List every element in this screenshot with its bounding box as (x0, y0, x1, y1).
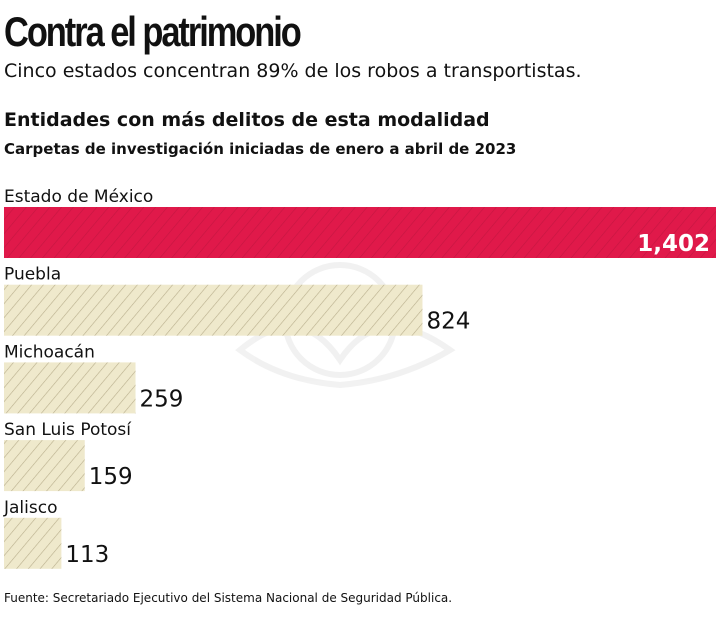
source-note: Fuente: Secretariado Ejecutivo del Siste… (4, 591, 453, 605)
category-label: Estado de México (4, 187, 153, 207)
chart-subtitle: Carpetas de investigación iniciadas de e… (4, 140, 517, 158)
page-title: Contra el patrimonio (4, 8, 302, 55)
category-label: Jalisco (3, 498, 57, 518)
value-label: 159 (89, 464, 133, 490)
value-label: 113 (65, 542, 109, 568)
value-label: 259 (140, 386, 184, 412)
category-label: San Luis Potosí (4, 420, 132, 440)
value-label: 824 (426, 309, 470, 335)
bar-estado-de-m-xico (4, 207, 716, 258)
bar-puebla (4, 284, 423, 336)
bar-michoac-n (4, 362, 136, 414)
category-label: Puebla (4, 265, 61, 285)
category-label: Michoacán (4, 342, 95, 362)
bar-san-luis-potos- (4, 440, 85, 492)
bar-jalisco (4, 517, 62, 569)
page-subtitle: Cinco estados concentran 89% de los robo… (4, 60, 582, 82)
chart-title: Entidades con más delitos de esta modali… (4, 109, 490, 131)
value-label: 1,402 (637, 231, 710, 257)
